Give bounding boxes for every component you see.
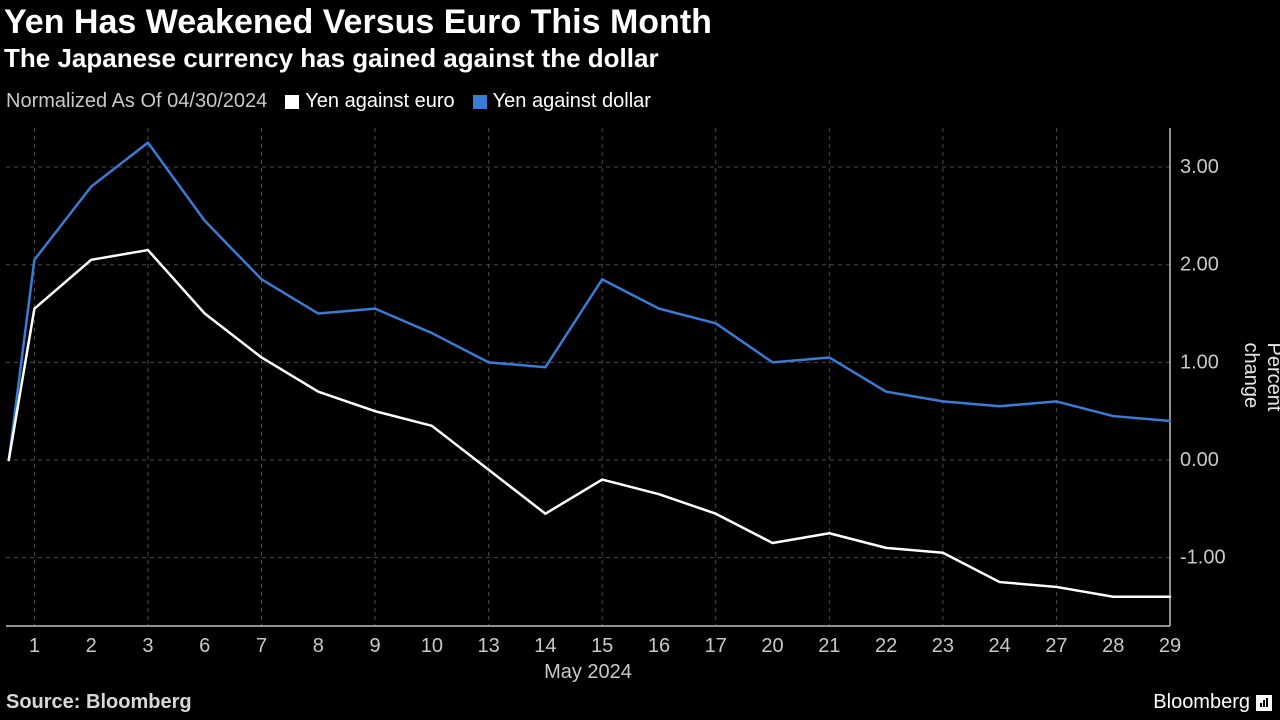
- x-tick-label: 8: [313, 635, 324, 657]
- y-tick-label: -1.00: [1180, 547, 1226, 569]
- y-tick-label: 0.00: [1180, 449, 1219, 471]
- brand: Bloomberg: [1153, 691, 1272, 714]
- x-tick-label: 27: [1045, 635, 1067, 657]
- legend-swatch-euro: [285, 95, 299, 109]
- x-tick-label: 20: [761, 635, 783, 657]
- legend-note: Normalized As Of 04/30/2024: [6, 90, 267, 113]
- y-tick-label: 1.00: [1180, 351, 1219, 373]
- x-tick-label: 23: [932, 635, 954, 657]
- x-tick-label: 7: [256, 635, 267, 657]
- x-tick-label: 17: [705, 635, 727, 657]
- chart-title: Yen Has Weakened Versus Euro This Month: [0, 0, 1280, 41]
- legend: Normalized As Of 04/30/2024 Yen against …: [0, 74, 1280, 113]
- x-tick-label: 24: [989, 635, 1011, 657]
- series-line: [9, 143, 1170, 460]
- y-tick-label: 2.00: [1180, 254, 1219, 276]
- series-line: [9, 250, 1170, 597]
- x-tick-label: 15: [591, 635, 613, 657]
- x-tick-label: 21: [818, 635, 840, 657]
- x-tick-label: 3: [142, 635, 153, 657]
- x-tick-label: 6: [199, 635, 210, 657]
- y-axis-title: Percent change: [1239, 343, 1280, 412]
- x-tick-label: 9: [370, 635, 381, 657]
- legend-item-dollar: Yen against dollar: [473, 90, 651, 113]
- x-tick-label: 22: [875, 635, 897, 657]
- brand-icon: [1256, 695, 1272, 711]
- x-tick-label: 2: [86, 635, 97, 657]
- legend-label-dollar: Yen against dollar: [493, 90, 651, 113]
- legend-item-euro: Yen against euro: [285, 90, 454, 113]
- y-tick-label: 3.00: [1180, 156, 1219, 178]
- chart-svg: -1.000.001.002.003.001236789101314151617…: [6, 128, 1280, 684]
- chart-area: -1.000.001.002.003.001236789101314151617…: [6, 128, 1280, 684]
- legend-label-euro: Yen against euro: [305, 90, 454, 113]
- chart-subtitle: The Japanese currency has gained against…: [0, 41, 1280, 74]
- legend-swatch-dollar: [473, 95, 487, 109]
- x-tick-label: 28: [1102, 635, 1124, 657]
- x-axis-title: May 2024: [544, 661, 632, 683]
- x-tick-label: 1: [29, 635, 40, 657]
- x-tick-label: 29: [1159, 635, 1181, 657]
- x-tick-label: 14: [534, 635, 556, 657]
- x-tick-label: 13: [478, 635, 500, 657]
- brand-label: Bloomberg: [1153, 691, 1250, 714]
- source-text: Source: Bloomberg: [6, 691, 192, 714]
- x-tick-label: 16: [648, 635, 670, 657]
- x-tick-label: 10: [421, 635, 443, 657]
